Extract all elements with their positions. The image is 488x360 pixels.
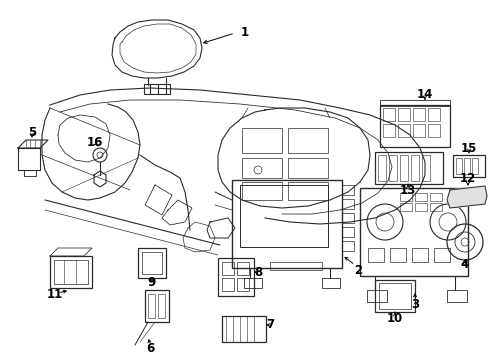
- Bar: [158, 294, 164, 318]
- Bar: [374, 152, 442, 184]
- Text: 15: 15: [460, 141, 476, 154]
- Bar: [382, 108, 394, 121]
- Text: 7: 7: [265, 319, 273, 332]
- Bar: [446, 290, 466, 302]
- Bar: [341, 241, 353, 251]
- Bar: [455, 158, 461, 174]
- Bar: [378, 283, 410, 309]
- Bar: [429, 203, 441, 211]
- Bar: [24, 170, 36, 176]
- Bar: [287, 158, 327, 178]
- Text: 5: 5: [28, 126, 36, 139]
- Bar: [429, 193, 441, 201]
- Polygon shape: [446, 186, 486, 208]
- Text: 8: 8: [253, 266, 262, 279]
- Text: 1: 1: [241, 26, 248, 39]
- Bar: [411, 248, 427, 262]
- Bar: [414, 203, 426, 211]
- Bar: [269, 262, 321, 270]
- Bar: [412, 124, 424, 137]
- Bar: [379, 100, 449, 106]
- Bar: [427, 108, 439, 121]
- Bar: [222, 278, 234, 291]
- Bar: [143, 84, 170, 94]
- Bar: [421, 155, 429, 181]
- Bar: [382, 124, 394, 137]
- Bar: [399, 193, 411, 201]
- Bar: [397, 108, 409, 121]
- Bar: [341, 227, 353, 237]
- Text: 9: 9: [147, 275, 156, 288]
- Bar: [471, 158, 477, 174]
- Bar: [427, 124, 439, 137]
- Bar: [222, 262, 234, 275]
- Text: 6: 6: [145, 342, 154, 355]
- Bar: [412, 108, 424, 121]
- Bar: [341, 199, 353, 209]
- Bar: [240, 185, 327, 247]
- Bar: [287, 182, 327, 200]
- Bar: [148, 294, 155, 318]
- Bar: [237, 278, 248, 291]
- Bar: [321, 278, 339, 288]
- Bar: [366, 290, 386, 302]
- Text: 16: 16: [87, 135, 103, 148]
- Bar: [341, 185, 353, 195]
- Bar: [367, 248, 383, 262]
- Bar: [244, 278, 262, 288]
- Bar: [397, 124, 409, 137]
- Bar: [374, 280, 414, 312]
- Text: 11: 11: [47, 288, 63, 301]
- Bar: [54, 260, 88, 284]
- Bar: [145, 290, 169, 322]
- Bar: [142, 252, 162, 274]
- Text: 13: 13: [399, 184, 415, 197]
- Text: 3: 3: [410, 298, 418, 311]
- Text: 4: 4: [460, 258, 468, 271]
- Text: 10: 10: [386, 311, 402, 324]
- Bar: [242, 158, 282, 178]
- Bar: [242, 182, 282, 200]
- Bar: [218, 258, 253, 296]
- Bar: [463, 158, 469, 174]
- Bar: [388, 155, 396, 181]
- Text: 12: 12: [459, 171, 475, 184]
- Bar: [399, 203, 411, 211]
- Bar: [50, 256, 92, 288]
- Bar: [377, 155, 385, 181]
- Text: 14: 14: [416, 87, 432, 100]
- Bar: [237, 262, 248, 275]
- Text: 2: 2: [353, 264, 361, 276]
- Bar: [414, 193, 426, 201]
- Bar: [242, 128, 282, 153]
- Bar: [433, 248, 449, 262]
- Bar: [231, 180, 341, 268]
- Bar: [287, 128, 327, 153]
- Bar: [138, 248, 165, 278]
- Bar: [379, 105, 449, 147]
- Bar: [389, 248, 405, 262]
- Bar: [399, 155, 407, 181]
- Bar: [452, 155, 484, 177]
- Bar: [222, 316, 265, 342]
- Bar: [359, 188, 467, 276]
- Bar: [341, 213, 353, 223]
- Bar: [410, 155, 418, 181]
